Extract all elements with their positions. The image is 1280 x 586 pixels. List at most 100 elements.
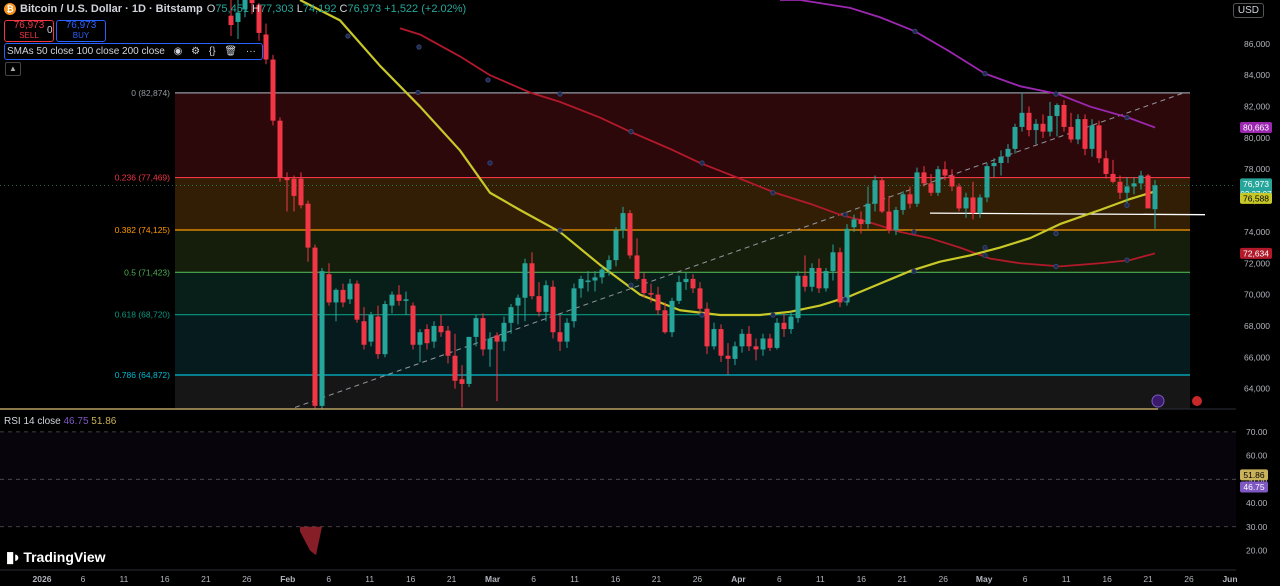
- candle-body: [249, 0, 255, 4]
- candle-body: [1068, 126, 1074, 140]
- candle-body: [333, 289, 339, 303]
- symbol-header: ₿ Bitcoin / U.S. Dollar · 1D · Bitstamp …: [4, 3, 466, 15]
- sma-marker-dot: [770, 312, 776, 318]
- candle-body: [802, 275, 808, 287]
- price-tick-label: 80,000: [1244, 133, 1270, 143]
- candle-body: [550, 286, 556, 333]
- time-tick-label: 26: [242, 574, 252, 584]
- sma-marker-dot: [1053, 91, 1059, 97]
- candle-body: [683, 278, 689, 283]
- candle-body: [431, 325, 437, 342]
- candle: [1103, 150, 1109, 179]
- candle-body: [1012, 126, 1018, 149]
- candle-body: [949, 175, 955, 187]
- candle: [592, 271, 598, 292]
- candle: [928, 173, 934, 196]
- time-tick-label: 21: [652, 574, 662, 584]
- indicator-label: SMAs 50 close 100 close 200 close: [7, 46, 165, 57]
- candle: [984, 162, 990, 203]
- price-tick-label: 70,000: [1244, 290, 1270, 300]
- candle-body: [928, 183, 934, 193]
- candle-body: [228, 15, 234, 26]
- candle: [291, 175, 297, 212]
- candle: [375, 305, 381, 359]
- time-tick-label: 11: [120, 574, 129, 584]
- candle: [676, 275, 682, 305]
- symbol-title[interactable]: Bitcoin / U.S. Dollar · 1D · Bitstamp: [20, 3, 203, 15]
- candle: [326, 263, 332, 306]
- candle: [935, 166, 941, 196]
- candle: [634, 238, 640, 281]
- source-code-icon[interactable]: {}: [208, 46, 216, 57]
- sma-marker-dot: [1124, 257, 1130, 263]
- candle: [284, 172, 290, 212]
- fib-level-label: 0.5 (71,423): [124, 267, 170, 277]
- candle: [991, 158, 997, 178]
- candle-body: [620, 213, 626, 231]
- candle: [1131, 177, 1137, 195]
- candle: [788, 311, 794, 334]
- currency-button[interactable]: USD: [1232, 3, 1264, 18]
- time-tick-label: 16: [857, 574, 867, 584]
- candle: [403, 291, 409, 315]
- time-tick-label: 26: [693, 574, 703, 584]
- sma-marker-dot: [770, 190, 776, 196]
- candle-body: [697, 288, 703, 309]
- time-tick-label: 11: [816, 574, 825, 584]
- candle-body: [795, 275, 801, 319]
- candle: [410, 302, 416, 350]
- indicator-legend[interactable]: SMAs 50 close 100 close 200 close ◉ ⚙ {}…: [4, 43, 263, 60]
- candle-body: [1026, 112, 1032, 131]
- candle-body: [1054, 104, 1060, 116]
- candle: [480, 313, 486, 356]
- time-axis: 2026 6 11 16 21 26 Feb 6 11 16 21 Mar 6 11 16 21 26 Apr 6 1…: [0, 569, 1238, 584]
- candle-body: [970, 197, 976, 214]
- price-label-box: [1240, 247, 1272, 259]
- more-icon[interactable]: ···: [245, 46, 256, 57]
- candle-body: [529, 263, 535, 297]
- tradingview-logo[interactable]: ▮◗ TradingView: [6, 548, 106, 566]
- eye-icon[interactable]: ◉: [173, 46, 183, 57]
- candle: [529, 252, 535, 300]
- candle: [606, 255, 612, 276]
- candle: [886, 195, 892, 234]
- candle: [893, 206, 899, 236]
- collapse-icon[interactable]: ▲: [5, 62, 21, 76]
- candle: [704, 302, 710, 355]
- candle-body: [942, 169, 948, 176]
- candle-body: [823, 271, 829, 289]
- sell-button[interactable]: 76,973 SELL: [4, 20, 54, 42]
- candle-body: [340, 289, 346, 303]
- candle-body: [809, 267, 815, 287]
- candle-body: [375, 316, 381, 355]
- time-tick-label: 21: [201, 574, 211, 584]
- sma-marker-dot: [699, 160, 705, 166]
- candle: [662, 302, 668, 334]
- candle: [851, 214, 857, 232]
- time-tick-label: 26: [939, 574, 949, 584]
- candlestick-series: [228, 0, 1158, 409]
- time-tick-label: Apr: [731, 574, 746, 584]
- candle-body: [298, 178, 304, 206]
- candle-body: [438, 325, 444, 333]
- candle: [837, 247, 843, 308]
- candle: [452, 333, 458, 389]
- buy-button[interactable]: 76,973 BUY: [56, 20, 106, 42]
- delete-icon[interactable]: 🗑: [224, 46, 238, 57]
- sma-marker-dot: [1124, 202, 1130, 208]
- candle: [683, 272, 689, 290]
- time-tick-label: 2026: [33, 574, 52, 584]
- candle-body: [578, 278, 584, 289]
- candle-body: [879, 180, 885, 212]
- candle-body: [508, 307, 514, 323]
- time-tick-label: 6: [531, 574, 536, 584]
- settings-icon[interactable]: ⚙: [191, 46, 201, 57]
- candle: [228, 0, 234, 37]
- candle-body: [634, 255, 640, 279]
- candle: [1138, 170, 1144, 190]
- candle: [613, 227, 619, 267]
- rsi-legend[interactable]: RSI 14 close 46.75 51.86: [4, 416, 117, 427]
- price-tick-label: 66,000: [1244, 352, 1270, 362]
